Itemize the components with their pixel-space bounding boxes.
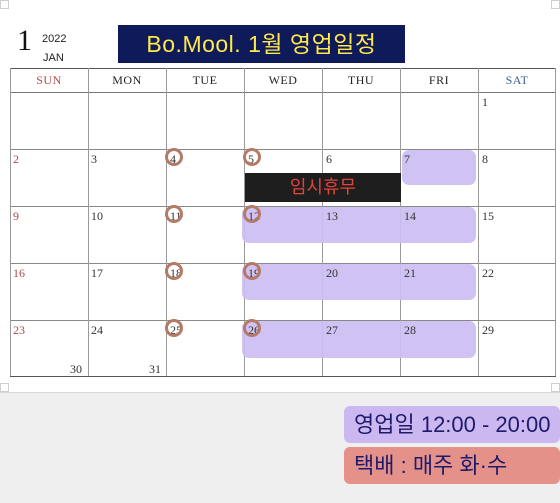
- grid-line: [10, 149, 556, 150]
- delivery-days-note: 택배 : 매주 화·수: [344, 447, 560, 484]
- grid-line: [10, 92, 556, 93]
- grid-line: [10, 68, 556, 69]
- date-jan-21: 21: [404, 266, 416, 280]
- date-jan-30: 30: [70, 362, 82, 376]
- circle-mark-jan-25: [165, 319, 183, 337]
- grid-line: [10, 376, 556, 377]
- calendar-title: Bo.Mool. 1월 영업일정: [118, 25, 405, 63]
- date-jan-1: 1: [482, 95, 488, 109]
- date-jan-17: 17: [91, 266, 103, 280]
- date-jan-23: 23: [13, 323, 25, 337]
- grid-line: [10, 263, 556, 264]
- grid-line: [10, 206, 556, 207]
- open-days-highlight: [242, 321, 476, 358]
- temporary-closure-label: 임시휴무: [245, 173, 401, 202]
- date-jan-6: 6: [326, 152, 332, 166]
- circle-mark-jan-12: [243, 205, 261, 223]
- circle-mark-jan-26: [243, 319, 261, 337]
- grid-line: [88, 68, 89, 376]
- open-days-highlight: [242, 264, 476, 300]
- weekday-mon: MON: [112, 73, 142, 87]
- calendar-sheet: 1 2022 JAN Bo.Mool. 1월 영업일정 SUN MON TUE …: [0, 0, 560, 392]
- date-jan-10: 10: [91, 209, 103, 223]
- month-number: 1: [17, 24, 32, 57]
- date-jan-3: 3: [91, 152, 97, 166]
- grid-line: [166, 68, 167, 376]
- date-jan-2: 2: [13, 152, 19, 166]
- weekday-sat: SAT: [505, 73, 529, 87]
- date-jan-29: 29: [482, 323, 494, 337]
- calendar-grid: SUN MON TUE WED THU FRI SAT 1 2 3 4 5 6 …: [10, 68, 556, 378]
- grid-line: [555, 68, 556, 376]
- date-jan-9: 9: [13, 209, 19, 223]
- date-jan-8: 8: [482, 152, 488, 166]
- date-jan-7: 7: [404, 152, 410, 166]
- weekday-thu: THU: [347, 73, 375, 87]
- circle-mark-jan-18: [165, 262, 183, 280]
- corner-marker: [0, 0, 9, 9]
- date-jan-13: 13: [326, 209, 338, 223]
- circle-mark-jan-4: [165, 148, 183, 166]
- corner-marker: [0, 383, 9, 392]
- date-jan-14: 14: [404, 209, 416, 223]
- corner-marker: [551, 383, 560, 392]
- open-day-highlight: [402, 150, 476, 185]
- date-jan-27: 27: [326, 323, 338, 337]
- grid-line: [478, 68, 479, 376]
- date-jan-31: 31: [149, 362, 161, 376]
- circle-mark-jan-19: [243, 262, 261, 280]
- circle-mark-jan-5: [243, 148, 261, 166]
- date-jan-22: 22: [482, 266, 494, 280]
- date-jan-28: 28: [404, 323, 416, 337]
- grid-line: [10, 320, 556, 321]
- corner-marker: [551, 0, 560, 9]
- date-jan-16: 16: [13, 266, 25, 280]
- date-jan-15: 15: [482, 209, 494, 223]
- weekday-sun: SUN: [36, 73, 62, 87]
- date-jan-20: 20: [326, 266, 338, 280]
- grid-line: [10, 68, 11, 376]
- date-jan-24: 24: [91, 323, 103, 337]
- weekday-wed: WED: [268, 73, 298, 87]
- month-abbr-label: JAN: [43, 52, 64, 64]
- business-hours-note: 영업일 12:00 - 20:00: [344, 406, 560, 443]
- year-label: 2022: [42, 33, 67, 45]
- weekday-fri: FRI: [428, 73, 450, 87]
- open-days-highlight: [242, 207, 476, 243]
- weekday-tue: TUE: [192, 73, 218, 87]
- circle-mark-jan-11: [165, 205, 183, 223]
